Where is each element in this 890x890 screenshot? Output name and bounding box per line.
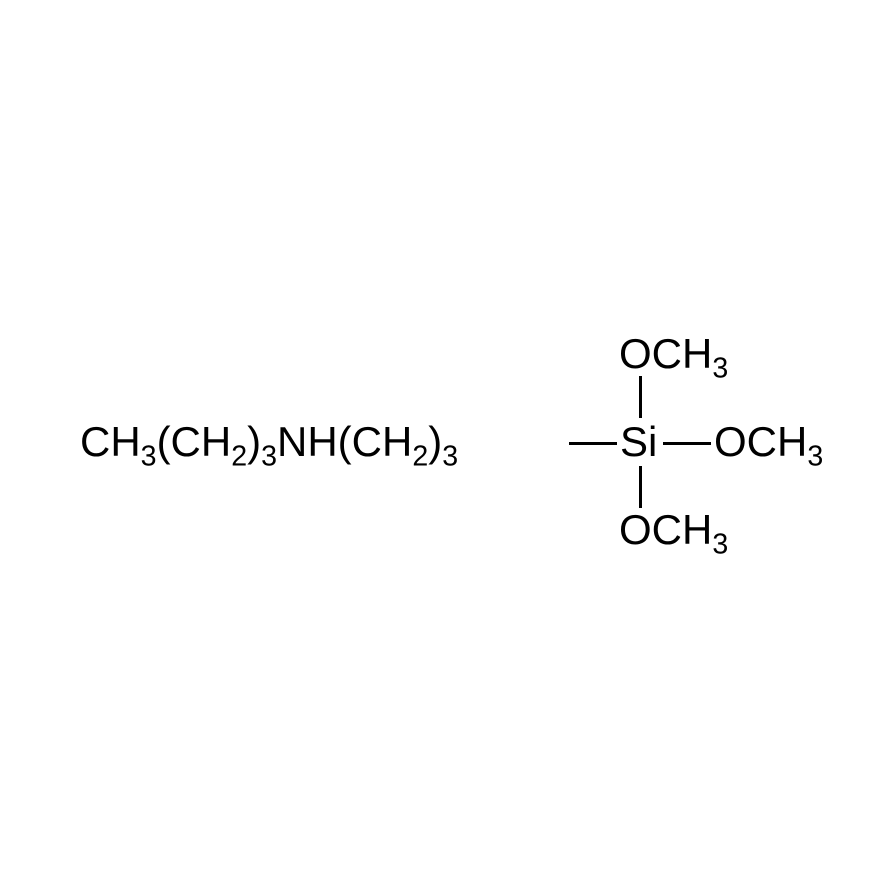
och3-right: OCH3 bbox=[714, 418, 823, 466]
bond-si-to-bottom-och3 bbox=[639, 466, 642, 508]
si-atom: Si bbox=[620, 418, 657, 466]
nh-ch2-3-group: NH(CH2)3 bbox=[277, 418, 458, 465]
ch2-3-group-a: (CH2)3 bbox=[157, 418, 277, 465]
left-chain-formula: CH3(CH2)3NH(CH2)3 bbox=[80, 418, 458, 466]
och3-bottom: OCH3 bbox=[619, 506, 728, 554]
bond-chain-to-si bbox=[569, 442, 617, 445]
ch3-group: CH3 bbox=[80, 418, 157, 465]
bond-si-to-right-och3 bbox=[663, 442, 711, 445]
och3-top: OCH3 bbox=[619, 330, 728, 378]
bond-si-to-top-och3 bbox=[639, 376, 642, 418]
chemical-structure-canvas: CH3(CH2)3NH(CH2)3 Si OCH3 OCH3 OCH3 bbox=[0, 0, 890, 890]
